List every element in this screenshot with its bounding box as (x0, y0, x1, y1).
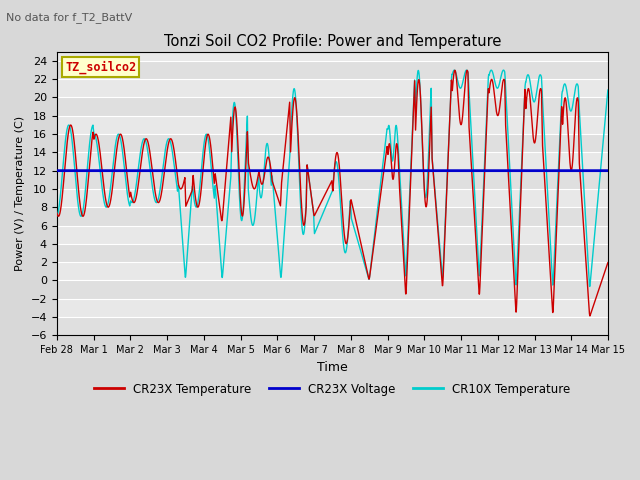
X-axis label: Time: Time (317, 360, 348, 373)
Bar (57, 317, 608, 336)
Bar (57, 244, 608, 262)
Bar (57, 226, 608, 244)
Bar (57, 189, 608, 207)
Bar (57, 134, 608, 152)
Bar (57, 171, 608, 189)
Text: TZ_soilco2: TZ_soilco2 (65, 60, 136, 73)
Bar (57, 79, 608, 97)
Bar (57, 97, 608, 116)
Legend: CR23X Temperature, CR23X Voltage, CR10X Temperature: CR23X Temperature, CR23X Voltage, CR10X … (90, 378, 575, 400)
Bar (57, 262, 608, 280)
Bar (57, 299, 608, 317)
Y-axis label: Power (V) / Temperature (C): Power (V) / Temperature (C) (15, 116, 25, 271)
Bar (57, 152, 608, 171)
Text: No data for f_T2_BattV: No data for f_T2_BattV (6, 12, 132, 23)
Bar (57, 116, 608, 134)
Title: Tonzi Soil CO2 Profile: Power and Temperature: Tonzi Soil CO2 Profile: Power and Temper… (164, 34, 501, 49)
Bar (57, 207, 608, 226)
Bar (57, 61, 608, 79)
Bar (57, 280, 608, 299)
